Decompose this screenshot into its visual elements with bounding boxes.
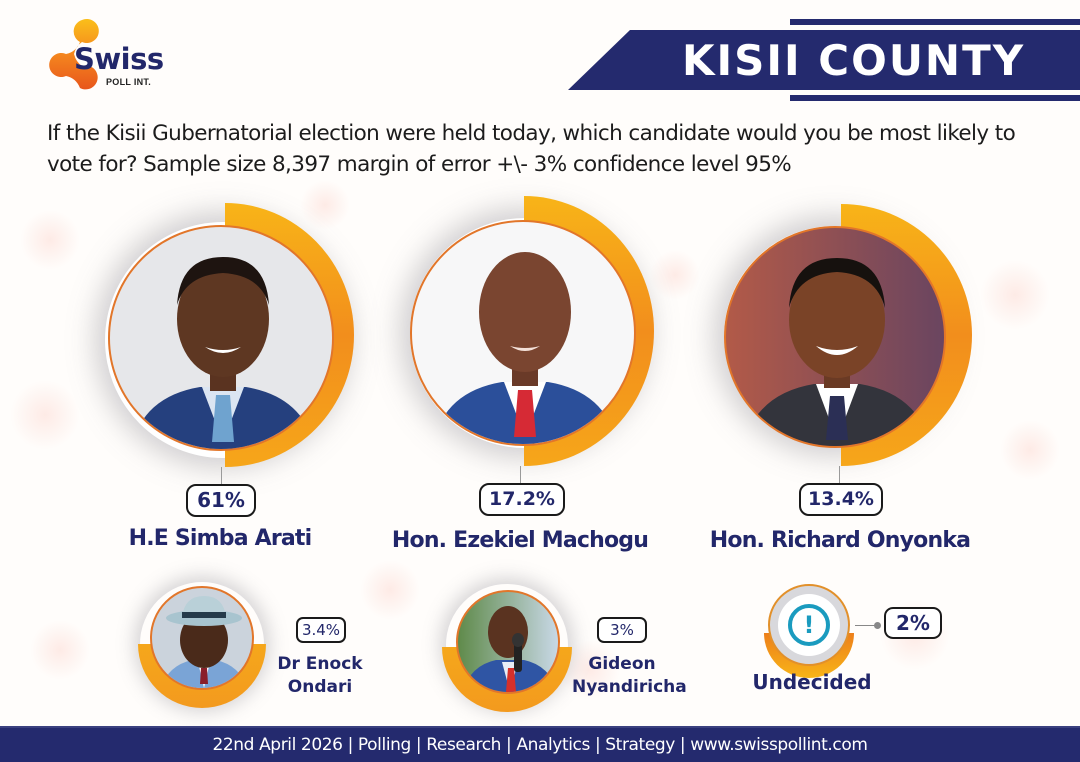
vote-share-badge: 61% bbox=[186, 484, 256, 517]
banner-stripe-bottom bbox=[790, 95, 1080, 101]
poll-question: If the Kisii Gubernatorial election were… bbox=[47, 121, 1016, 177]
candidate-photo bbox=[724, 226, 946, 448]
candidate-name: Undecided bbox=[752, 670, 872, 694]
swiss-poll-logo: Swiss POLL INT. bbox=[44, 16, 194, 94]
candidate-name: Hon. Ezekiel Machogu bbox=[391, 528, 649, 553]
person-silhouette-icon bbox=[130, 257, 316, 449]
logo-molecule-icon bbox=[49, 19, 99, 90]
person-silhouette-icon bbox=[743, 258, 931, 446]
candidate-name-line2: Nyandiricha bbox=[572, 677, 687, 697]
banner-stripe-top bbox=[790, 19, 1080, 25]
vote-share-badge: 3% bbox=[597, 617, 647, 643]
vote-share-badge: 2% bbox=[884, 607, 942, 639]
candidate-photo bbox=[456, 590, 560, 694]
footer-bar: 22nd April 2026 | Polling | Research | A… bbox=[0, 726, 1080, 762]
header-banner bbox=[568, 30, 1080, 90]
vote-share-badge: 17.2% bbox=[479, 483, 565, 516]
candidate-photo bbox=[150, 586, 254, 690]
person-silhouette-icon bbox=[432, 252, 618, 444]
person-with-hat-icon bbox=[161, 596, 247, 688]
vote-share-badge: 13.4% bbox=[799, 483, 883, 516]
page-title: KISII COUNTY bbox=[682, 36, 1026, 85]
candidate-photo bbox=[410, 220, 636, 446]
person-with-microphone-icon bbox=[463, 606, 557, 692]
logo-subtitle: POLL INT. bbox=[106, 77, 152, 87]
logo-wordmark: Swiss bbox=[74, 42, 164, 76]
vote-share-badge: 3.4% bbox=[296, 617, 346, 643]
candidate-photo bbox=[108, 225, 334, 451]
candidate-name: Hon. Richard Onyonka bbox=[709, 528, 971, 553]
candidate-name-line2: Ondari bbox=[287, 677, 353, 697]
candidate-name-line1: Gideon bbox=[588, 654, 656, 674]
candidate-name: H.E Simba Arati bbox=[128, 526, 313, 551]
footer-text: 22nd April 2026 | Polling | Research | A… bbox=[212, 735, 868, 755]
candidate-name-line1: Dr Enock bbox=[277, 654, 363, 674]
exclamation-circle-icon: ! bbox=[788, 604, 830, 646]
